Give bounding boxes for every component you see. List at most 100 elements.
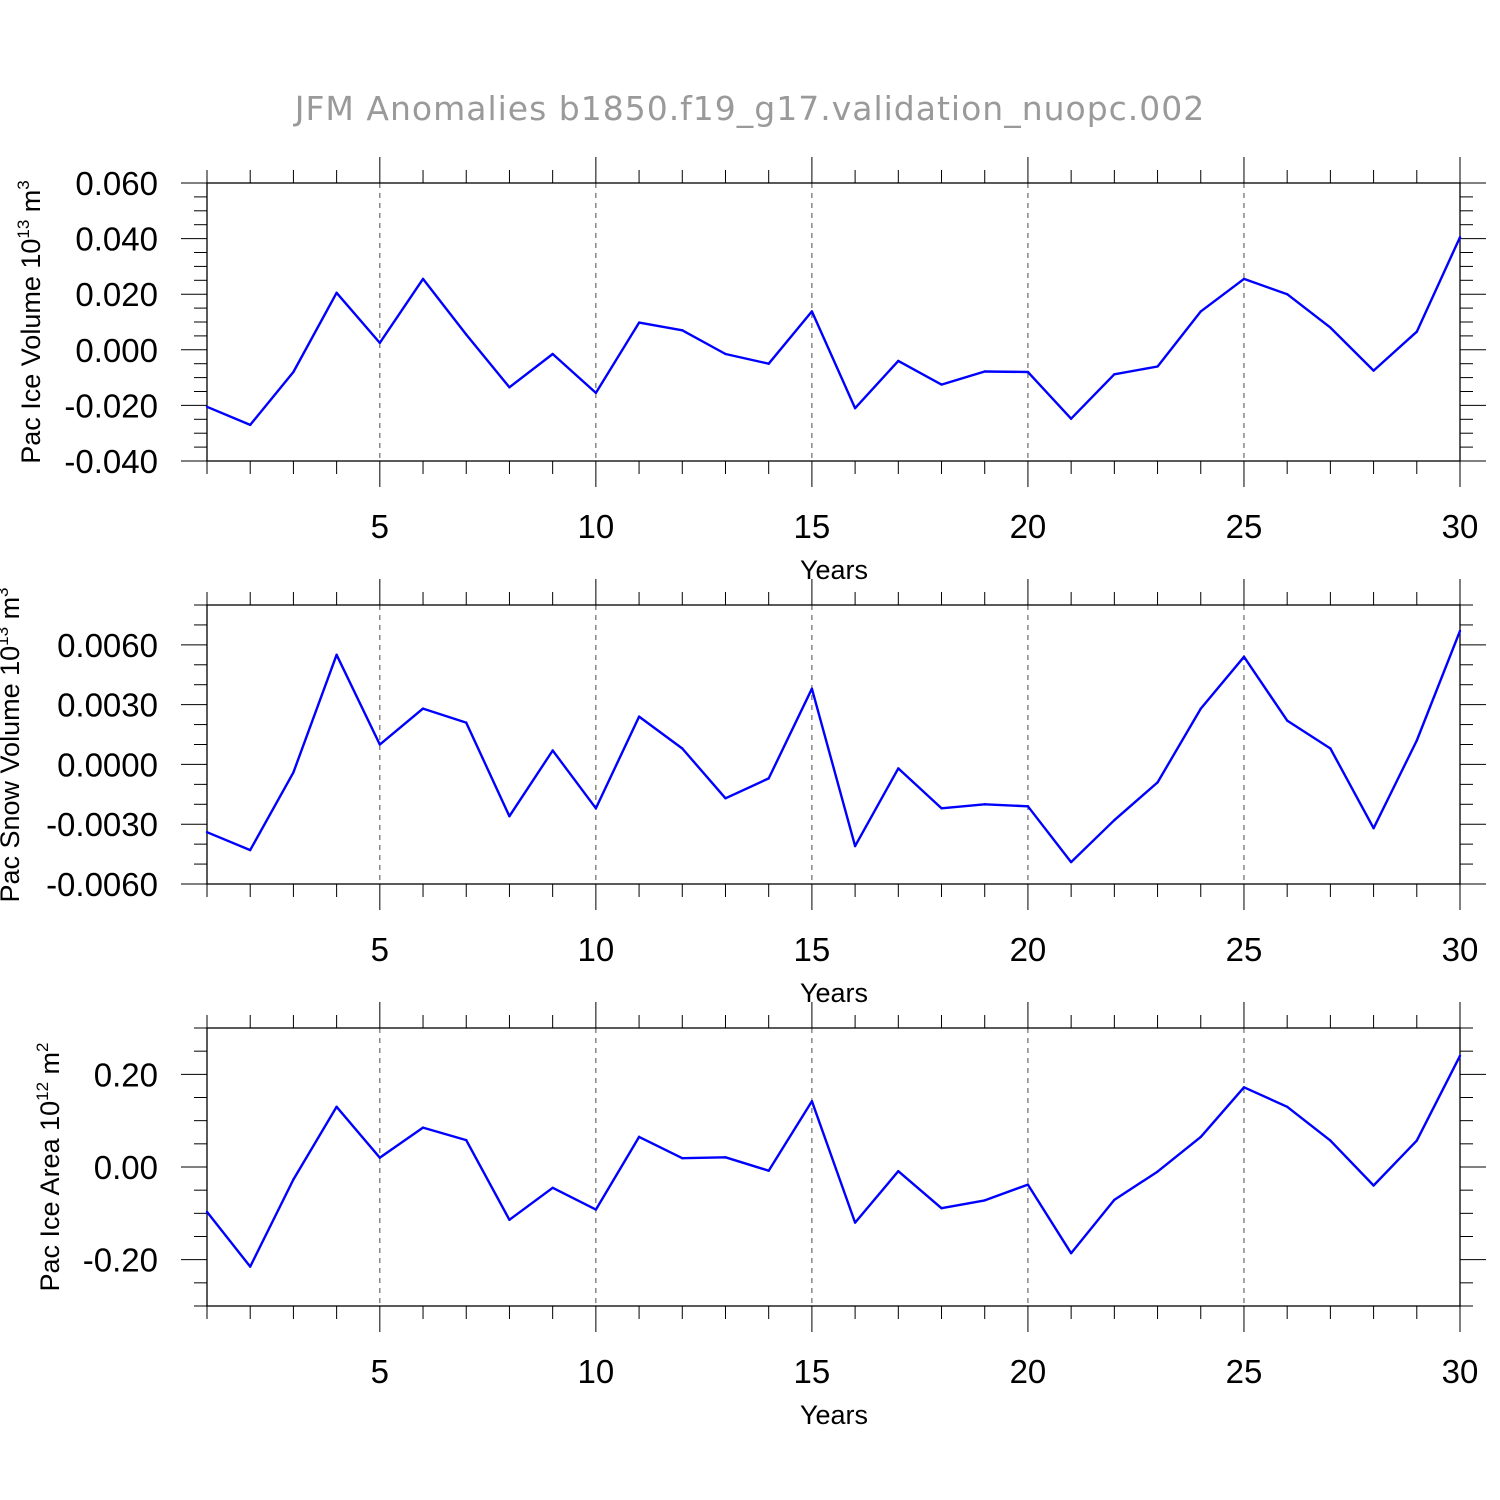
panel0-data-point-6: [421, 277, 425, 281]
panel0-data-point-15: [810, 310, 814, 313]
panel0-y-tick-label: 0.040: [75, 221, 158, 258]
panel2-data-point-10: [594, 1208, 598, 1211]
panel0-y-tick-label: 0.020: [75, 276, 158, 313]
panel1-data-point-12: [681, 747, 684, 750]
panel0-data-point-30: [1458, 236, 1462, 239]
panel1-x-tick-label-20: 20: [1010, 931, 1047, 968]
panel2-series-line: [206, 1055, 1462, 1268]
panel1-x-tick-label-25: 25: [1226, 931, 1263, 968]
panel1-data-point-27: [1329, 747, 1332, 750]
panel1-y-axis-label-text: Pac Snow Volume 10: [0, 646, 25, 903]
panel1-data-point-18: [940, 807, 943, 810]
panel1-data-point-4: [335, 653, 338, 657]
panel1-series-line: [206, 630, 1462, 864]
panel2-data-point-13: [724, 1156, 727, 1159]
panel1-data-point-17: [897, 767, 900, 770]
panel0-data-point-2: [249, 423, 252, 427]
panel2-y-tick-label: 0.00: [94, 1149, 158, 1186]
panel0-data-point-25: [1242, 277, 1246, 281]
panel2-y-tick-label: -0.20: [83, 1242, 158, 1279]
panel0-data-point-17: [897, 359, 900, 363]
panel0-data-point-11: [637, 321, 641, 324]
panel2-data-point-12: [681, 1156, 684, 1160]
panel0-data-point-16: [853, 406, 857, 410]
panel1-data-point-25: [1242, 655, 1246, 659]
panel2-data-point-19: [983, 1199, 986, 1202]
panel0-y-tick-label: 0.000: [75, 332, 158, 369]
panel1-plot-frame: [206, 604, 1461, 885]
panel0-data-point-24: [1199, 310, 1202, 313]
panel2-x-tick-label-30: 30: [1442, 1353, 1479, 1390]
panel0-y-tick-label: -0.040: [64, 443, 158, 480]
panel1-data-point-10: [594, 807, 598, 810]
panel0-y-tick-label: 0.060: [75, 165, 158, 202]
panel2-y-axis-label-unit: m: [35, 1052, 65, 1082]
panel2-data-point-9: [551, 1186, 554, 1190]
panel1-data-point-14: [767, 777, 770, 780]
panel1-y-tick-label: -0.0060: [46, 866, 158, 903]
panel1-data-point-20: [1026, 805, 1030, 808]
panel2-data-point-2: [249, 1265, 252, 1268]
panel0-y-tick-label: -0.020: [64, 387, 158, 424]
panel-pac-snow-volume: 5 10 15 20 25 30 -0.0060 -0.0030 0.0000 0.0030 0.0…: [0, 579, 1486, 1008]
panel0-data-point-7: [465, 333, 468, 336]
panel2-y-axis-label-text: Pac Ice Area 10: [35, 1101, 65, 1292]
panel2-plot-frame: [206, 1027, 1461, 1307]
panel1-x-tick-label-15: 15: [794, 931, 831, 968]
panel2-data-point-6: [421, 1126, 425, 1129]
panel1-y-tick-label: 0.0060: [57, 627, 158, 664]
panel1-y-tick-label: 0.0000: [57, 746, 158, 783]
panel1-y-tick-label: 0.0030: [57, 687, 158, 724]
panel0-data-point-13: [724, 352, 727, 356]
panel2-y-axis-label-exponent: 12: [33, 1082, 52, 1101]
panel1-data-point-11: [637, 715, 641, 718]
panel1-x-tick-label-5: 5: [371, 931, 389, 968]
panel0-x-tick-label-15: 15: [794, 508, 831, 545]
panel0-data-point-29: [1415, 330, 1418, 333]
panel1-data-point-28: [1372, 827, 1375, 830]
panel1-y-tick-label: -0.0030: [46, 806, 158, 843]
panel0-data-point-10: [594, 391, 598, 395]
panel1-data-point-5: [378, 743, 382, 746]
panel1-y-axis-label-exponent: 13: [0, 627, 12, 646]
panel1-data-point-7: [465, 721, 468, 724]
panel1-data-point-1: [205, 830, 209, 834]
panel1-y-axis-label-unit-exponent: 3: [0, 587, 12, 596]
panel1-x-tick-label-30: 30: [1442, 931, 1479, 968]
panel1-y-axis-label: Pac Snow Volume 1013 m3: [0, 587, 25, 902]
panel1-data-point-3: [292, 771, 295, 774]
panel0-data-point-20: [1026, 370, 1030, 374]
panel2-data-point-20: [1026, 1183, 1030, 1186]
panel2-data-point-7: [465, 1138, 468, 1142]
panel2-y-axis-label-unit-exponent: 2: [33, 1042, 52, 1051]
panel1-data-point-21: [1069, 860, 1073, 864]
panel2-data-point-15: [810, 1100, 814, 1103]
panel1-data-point-30: [1458, 629, 1462, 633]
panel1-data-point-29: [1415, 739, 1418, 742]
panel-pac-ice-volume: 5 10 15 20 25 30 -0.040 -0.020 0.000 0.020 0.040 0.…: [14, 157, 1486, 585]
panel1-data-point-15: [810, 687, 814, 690]
panel0-data-point-3: [292, 370, 295, 374]
panel2-y-tick-label: 0.20: [94, 1056, 158, 1093]
panel0-x-axis-label: Years: [800, 555, 868, 585]
panel1-data-point-2: [249, 848, 252, 852]
panel0-y-axis-label-exponent: 13: [14, 220, 33, 239]
panel0-x-tick-label-10: 10: [578, 508, 615, 545]
panel0-data-point-27: [1329, 326, 1332, 329]
panel2-data-point-28: [1372, 1184, 1375, 1187]
panel2-x-tick-label-5: 5: [371, 1353, 389, 1390]
panel2-data-point-21: [1069, 1251, 1073, 1255]
panel2-data-point-29: [1415, 1139, 1418, 1142]
panel1-data-point-19: [983, 803, 986, 806]
panel1-data-point-13: [724, 797, 727, 800]
panel1-data-point-16: [853, 844, 857, 848]
panel2-y-axis-label: Pac Ice Area 1012 m2: [33, 1042, 65, 1291]
panel0-data-point-9: [551, 352, 554, 356]
panel0-y-axis-label-unit: m: [16, 190, 46, 220]
panel-pac-ice-area: 5 10 15 20 25 30 -0.20 0.00 0.20 Years Pac Ice Are…: [33, 1002, 1486, 1430]
panel1-data-point-9: [551, 749, 554, 752]
panel2-data-point-18: [940, 1207, 943, 1210]
panel0-data-point-18: [940, 383, 943, 386]
panel2-data-point-11: [637, 1135, 641, 1139]
